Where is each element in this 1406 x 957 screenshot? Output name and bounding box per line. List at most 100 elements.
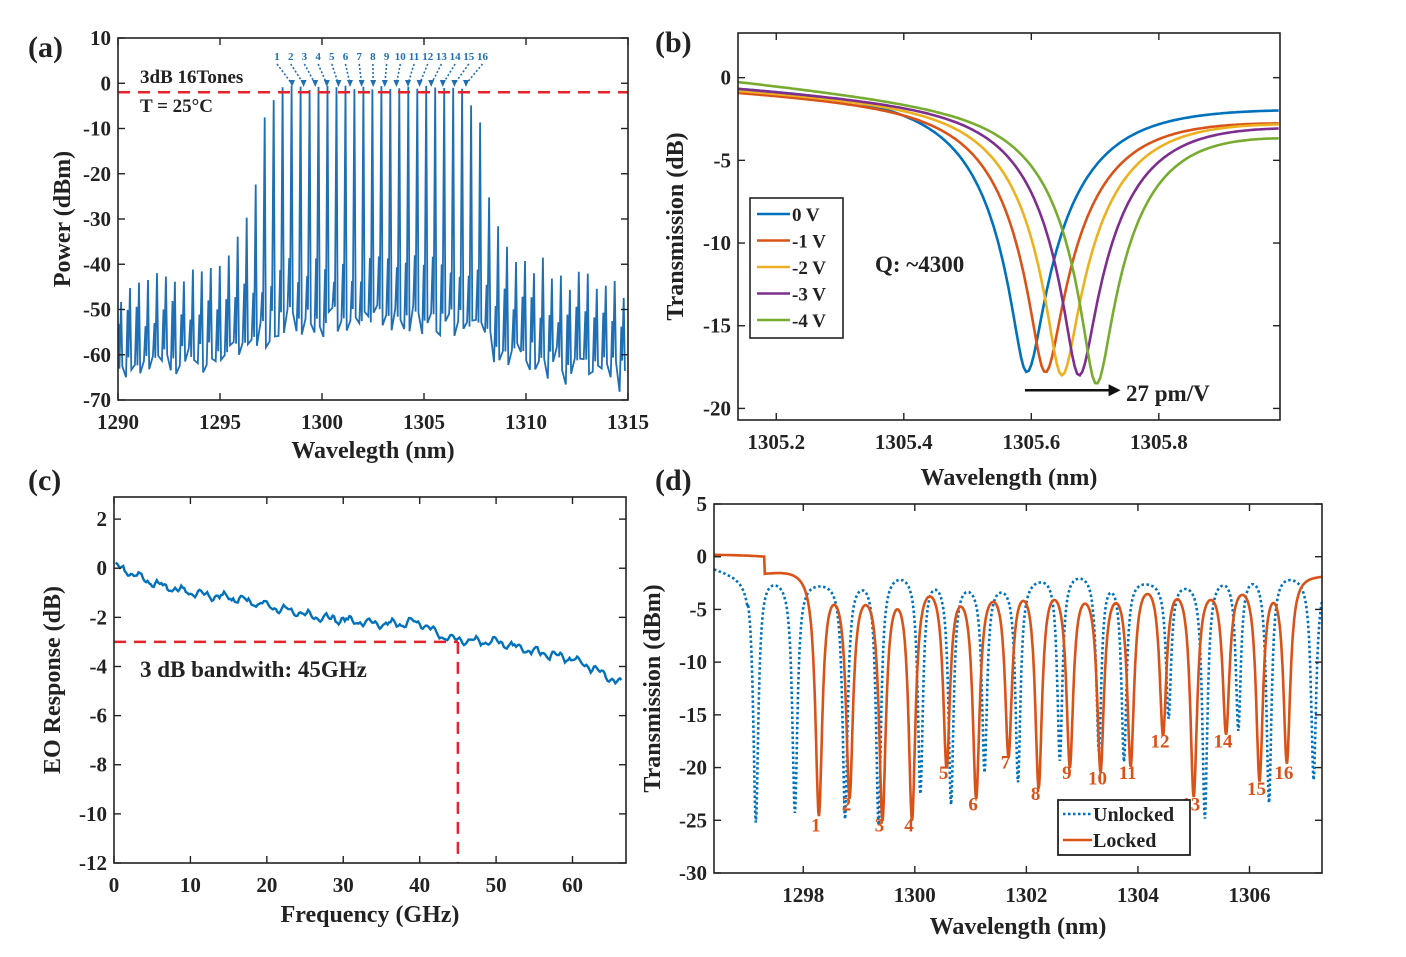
y-axis-label: EO Response (dB) xyxy=(40,586,66,774)
tone-label: 1 xyxy=(274,51,280,63)
x-tick-label: 50 xyxy=(486,873,507,897)
y-tick-label: -15 xyxy=(679,703,707,727)
resonance-label: 8 xyxy=(1031,784,1041,805)
x-tick-label: 1295 xyxy=(199,410,241,434)
tone-arrowhead xyxy=(289,80,295,87)
eo-response-line xyxy=(114,561,623,686)
locked-transmission-line xyxy=(714,553,1322,822)
y-tick-label: -30 xyxy=(83,207,111,231)
tone-label: 5 xyxy=(329,51,335,63)
y-axis-label: Power (dBm) xyxy=(50,151,76,287)
resonance-label: 10 xyxy=(1088,768,1107,789)
legend-label: -4 V xyxy=(792,311,826,332)
tone-label: 9 xyxy=(384,51,390,63)
tone-arrowhead xyxy=(393,80,400,87)
tone-label: 11 xyxy=(409,51,419,63)
y-tick-label: -10 xyxy=(703,231,731,255)
legend-box xyxy=(1057,799,1191,856)
tone-arrowhead xyxy=(300,80,307,87)
y-tick-label: 2 xyxy=(97,507,108,531)
resonance-label: 5 xyxy=(939,763,949,784)
resonance-label: 7 xyxy=(1001,752,1011,773)
legend-label: -1 V xyxy=(792,232,826,253)
transmission-line-2 xyxy=(738,89,1279,378)
shift-arrowhead xyxy=(1108,384,1121,397)
legend: Unlocked Locked xyxy=(1057,799,1191,856)
tone-arrowhead xyxy=(439,80,446,87)
transmission-line-4 xyxy=(738,80,1279,385)
y-tick-label: -10 xyxy=(83,117,111,141)
resonance-label: 15 xyxy=(1247,779,1266,800)
resonance-label: 6 xyxy=(968,795,978,816)
y-tick-label: -20 xyxy=(679,756,707,780)
y-tick-label: 0 xyxy=(101,71,112,95)
tone-arrowhead xyxy=(428,80,435,87)
annotation-3db-16tones: 3dB 16Tones xyxy=(140,67,243,88)
x-tick-label: 30 xyxy=(333,873,354,897)
y-tick-label: -20 xyxy=(83,162,111,186)
x-tick-label: 1305 xyxy=(403,410,445,434)
x-tick-label: 1305.8 xyxy=(1130,430,1188,454)
panel-d: 12345678910111213141516UnlockedLocked129… xyxy=(640,464,1323,940)
y-tick-label: -25 xyxy=(679,808,707,832)
annotation-q-factor: Q: ~4300 xyxy=(875,252,964,277)
x-tick-label: 1298 xyxy=(782,883,824,907)
x-tick-label: 1310 xyxy=(505,410,547,434)
resonance-label: 14 xyxy=(1214,731,1234,752)
resonance-label: 4 xyxy=(904,816,914,837)
tone-label: 3 xyxy=(302,51,308,63)
y-tick-label: 10 xyxy=(90,26,111,50)
y-tick-label: -4 xyxy=(90,654,108,678)
y-tick-label: -40 xyxy=(83,252,111,276)
x-tick-label: 1305.4 xyxy=(875,430,933,454)
tone-label: 7 xyxy=(356,51,362,63)
tone-arrowhead xyxy=(370,80,377,87)
tone-arrowhead xyxy=(335,80,342,87)
plot-frame xyxy=(713,503,1323,874)
tone-arrowhead xyxy=(347,80,353,87)
y-tick-label: 0 xyxy=(697,545,708,569)
y-tick-label: -30 xyxy=(679,861,707,885)
x-tick-label: 0 xyxy=(109,873,120,897)
x-axis-label: Frequency (GHz) xyxy=(281,902,460,928)
x-tick-label: 10 xyxy=(180,873,201,897)
tone-arrowhead xyxy=(463,80,469,87)
resonance-label: 1 xyxy=(811,816,821,837)
y-tick-label: -15 xyxy=(703,314,731,338)
panel-b: 0 V -1 V -2 V -3 V -4 V Q: ~4300 27 pm/V 1305.2… xyxy=(655,26,1281,491)
resonance-label: 3 xyxy=(875,816,885,837)
panel-label: (b) xyxy=(655,26,692,59)
y-axis-label: Transmission (dBm) xyxy=(640,584,666,792)
tone-arrowhead xyxy=(312,80,319,87)
x-tick-label: 20 xyxy=(256,873,277,897)
legend: 0 V -1 V -2 V -3 V -4 V xyxy=(749,197,844,339)
x-tick-label: 1300 xyxy=(894,883,936,907)
tone-label: 10 xyxy=(395,51,407,63)
y-tick-label: 0 xyxy=(721,66,732,90)
tone-label: 12 xyxy=(422,51,434,63)
tone-label: 15 xyxy=(463,51,475,63)
annotation-bandwidth: 3 dB bandwith: 45GHz xyxy=(140,657,367,682)
y-tick-label: -2 xyxy=(90,605,108,629)
y-tick-label: -10 xyxy=(679,650,707,674)
resonance-label: 2 xyxy=(842,795,852,816)
tone-label: 6 xyxy=(343,51,349,63)
y-tick-label: -20 xyxy=(703,396,731,420)
panel-label: (d) xyxy=(655,464,692,497)
y-tick-label: -50 xyxy=(83,298,111,322)
power-spectrum-line xyxy=(118,85,626,392)
plot-frame xyxy=(737,32,1281,421)
x-tick-label: 1300 xyxy=(301,410,343,434)
x-axis-label: Wavelength (nm) xyxy=(930,914,1107,940)
y-tick-label: -5 xyxy=(714,148,732,172)
x-axis-label: Wavelegth (nm) xyxy=(291,438,454,464)
panel-label: (a) xyxy=(28,31,63,64)
annotation-shift-rate: 27 pm/V xyxy=(1126,381,1210,406)
tone-arrowhead xyxy=(405,80,411,87)
tone-arrowhead xyxy=(358,80,365,87)
y-tick-label: -60 xyxy=(83,343,111,367)
tone-label: 13 xyxy=(436,51,448,63)
resonance-label: 16 xyxy=(1274,763,1293,784)
